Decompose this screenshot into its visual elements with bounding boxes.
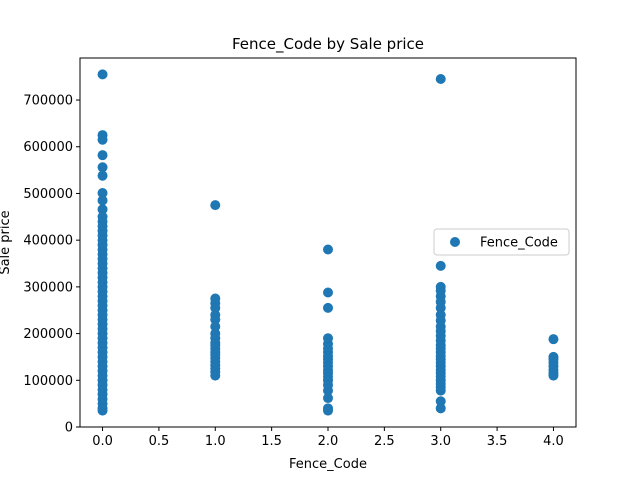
x-tick-label: 1.0	[205, 434, 226, 449]
data-point	[435, 260, 446, 271]
x-tick-label: 1.5	[261, 434, 282, 449]
data-point	[548, 370, 559, 381]
data-point	[323, 287, 333, 298]
legend-box	[433, 228, 570, 256]
data-point	[548, 334, 559, 345]
legend-marker	[450, 237, 460, 247]
data-point	[97, 405, 108, 416]
data-point	[97, 195, 108, 206]
data-point	[435, 302, 446, 313]
y-tick-label: 400000	[23, 234, 73, 249]
x-tick-label: 2.5	[374, 434, 395, 449]
legend-label: Fence_Code	[480, 236, 558, 251]
chart-title: Fence_Code by Sale price	[232, 35, 424, 54]
legend: Fence_Code	[433, 228, 570, 256]
data-point	[435, 385, 446, 396]
y-tick-label: 200000	[23, 327, 73, 342]
x-tick-label: 4.0	[543, 434, 564, 449]
data-point	[210, 302, 221, 313]
x-tick-label: 3.5	[487, 434, 508, 449]
data-point	[97, 69, 108, 80]
data-point	[210, 314, 221, 325]
y-tick-label: 700000	[23, 94, 73, 109]
data-point	[97, 162, 108, 173]
data-point	[210, 370, 221, 381]
data-point	[210, 200, 221, 211]
data-point	[323, 405, 333, 416]
data-point	[210, 321, 221, 332]
points-layer	[97, 69, 559, 416]
data-point	[323, 244, 333, 255]
x-tick-label: 0.5	[149, 434, 170, 449]
y-tick-label: 300000	[23, 280, 73, 295]
data-point	[323, 302, 333, 313]
y-axis-ticks: 0 100000 200000 300000 400000 500000 600000 700…	[23, 94, 80, 436]
x-tick-label: 3.0	[430, 434, 451, 449]
data-point	[323, 385, 333, 396]
y-tick-label: 0	[65, 421, 73, 436]
x-tick-label: 2.0	[318, 434, 339, 449]
data-point	[435, 396, 446, 407]
x-axis-label: Fence_Code	[289, 457, 367, 472]
y-axis-label: Sale price	[0, 210, 13, 274]
data-point	[97, 134, 108, 145]
x-axis-ticks: 0.0 0.5 1.0 1.5 2.0 2.5 3.0 3.5 4.0	[92, 427, 564, 449]
data-point	[97, 170, 108, 181]
data-point	[97, 150, 108, 161]
data-point	[435, 403, 446, 414]
y-tick-label: 100000	[23, 374, 73, 389]
x-tick-label: 0.0	[92, 434, 113, 449]
data-point	[323, 393, 333, 404]
y-tick-label: 500000	[23, 187, 73, 202]
data-point	[97, 204, 108, 215]
data-point	[435, 74, 446, 85]
y-tick-label: 600000	[23, 140, 73, 155]
data-point	[97, 187, 108, 198]
